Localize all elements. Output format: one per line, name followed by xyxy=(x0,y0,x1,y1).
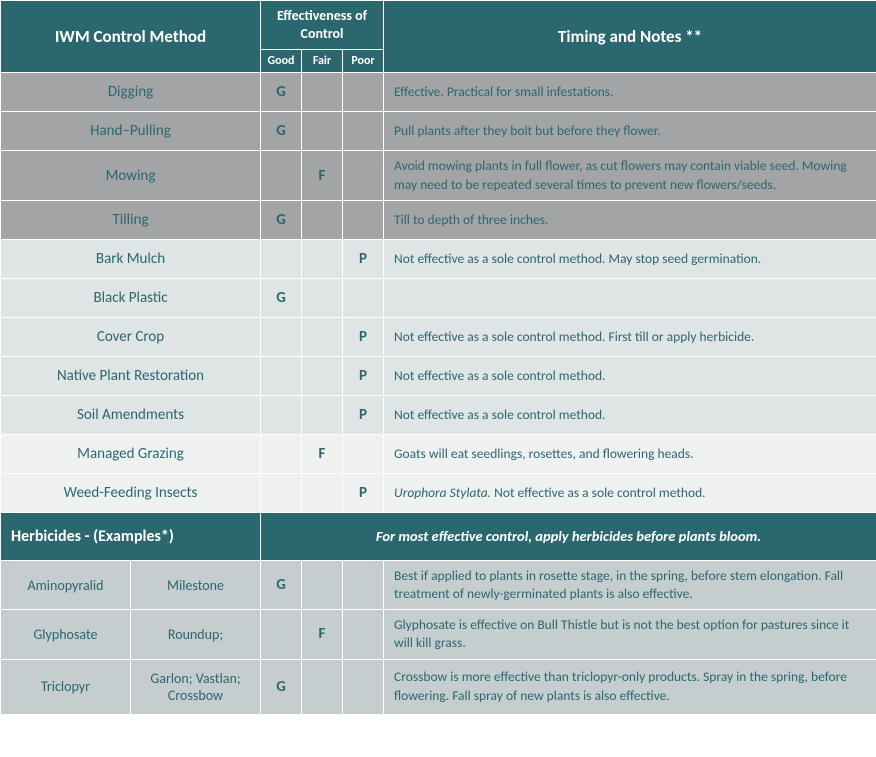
table-row: TillingG Till to depth of three inches. xyxy=(1,200,876,239)
notes-cell: Not effective as a sole control method. … xyxy=(384,317,876,356)
table-row: Bark Mulch PNot effective as a sole contr… xyxy=(1,239,876,278)
method-cell: Soil Amendments xyxy=(1,395,261,434)
rating-fair xyxy=(302,356,343,395)
rating-poor xyxy=(343,151,384,200)
method-cell: Cover Crop xyxy=(1,317,261,356)
rating-fair: F xyxy=(302,434,343,473)
rating-good: G xyxy=(261,73,302,112)
method-cell: Hand–Pulling xyxy=(1,112,261,151)
rating-good xyxy=(261,356,302,395)
iwm-table: IWM Control Method Effectiveness of Cont… xyxy=(0,0,876,715)
rating-poor: P xyxy=(343,356,384,395)
rating-good xyxy=(261,473,302,512)
table-row: Cover Crop PNot effective as a sole contr… xyxy=(1,317,876,356)
method-cell: Native Plant Restoration xyxy=(1,356,261,395)
notes-cell: Not effective as a sole control method. xyxy=(384,395,876,434)
rating-fair: F xyxy=(302,151,343,200)
rating-good xyxy=(261,151,302,200)
notes-cell: Till to depth of three inches. xyxy=(384,200,876,239)
rating-poor xyxy=(343,610,384,659)
rating-good: G xyxy=(261,200,302,239)
rating-good: G xyxy=(261,560,302,609)
hdr-good: Good xyxy=(261,50,302,73)
notes-cell: Effective. Practical for small infestati… xyxy=(384,73,876,112)
method-cell: Tilling xyxy=(1,200,261,239)
rating-poor xyxy=(343,200,384,239)
notes-cell: Glyphosate is effective on Bull Thistle … xyxy=(384,610,876,659)
hdr-effectiveness: Effectiveness of Control xyxy=(261,1,384,50)
rating-poor xyxy=(343,73,384,112)
rating-poor: P xyxy=(343,473,384,512)
rating-good xyxy=(261,239,302,278)
herbicide-chem: Glyphosate xyxy=(1,610,131,659)
rating-good xyxy=(261,395,302,434)
notes-cell: Crossbow is more effective than triclopy… xyxy=(384,659,876,714)
herbicide-product: Milestone xyxy=(131,560,261,609)
rating-poor xyxy=(343,560,384,609)
rating-good xyxy=(261,610,302,659)
table-row: Hand–PullingG Pull plants after they bolt… xyxy=(1,112,876,151)
table-row: Native Plant Restoration PNot effective a… xyxy=(1,356,876,395)
method-cell: Weed-Feeding Insects xyxy=(1,473,261,512)
table-row: Mowing F Avoid mowing plants in full flowe… xyxy=(1,151,876,200)
rating-good: G xyxy=(261,278,302,317)
notes-cell: Urophora Stylata. Not effective as a sol… xyxy=(384,473,876,512)
rating-fair xyxy=(302,317,343,356)
rating-good: G xyxy=(261,112,302,151)
table-row: Black PlasticG xyxy=(1,278,876,317)
hdr-poor: Poor xyxy=(343,50,384,73)
notes-cell: Pull plants after they bolt but before t… xyxy=(384,112,876,151)
rating-fair: F xyxy=(302,610,343,659)
rating-fair xyxy=(302,73,343,112)
rating-fair xyxy=(302,200,343,239)
rating-poor xyxy=(343,112,384,151)
method-cell: Digging xyxy=(1,73,261,112)
notes-cell xyxy=(384,278,876,317)
rating-poor: P xyxy=(343,395,384,434)
method-cell: Managed Grazing xyxy=(1,434,261,473)
method-cell: Mowing xyxy=(1,151,261,200)
method-cell: Bark Mulch xyxy=(1,239,261,278)
rating-poor xyxy=(343,659,384,714)
rating-fair xyxy=(302,112,343,151)
rating-good: G xyxy=(261,659,302,714)
rating-fair xyxy=(302,473,343,512)
hdr-notes: Timing and Notes ** xyxy=(384,1,876,73)
table-row: Managed Grazing F Goats will eat seedlings… xyxy=(1,434,876,473)
herbicide-product: Roundup; xyxy=(131,610,261,659)
notes-cell: Avoid mowing plants in full flower, as c… xyxy=(384,151,876,200)
herbicide-chem: Aminopyralid xyxy=(1,560,131,609)
herbicide-chem: Triclopyr xyxy=(1,659,131,714)
rating-fair xyxy=(302,278,343,317)
table-row: DiggingG Effective. Practical for small i… xyxy=(1,73,876,112)
table-row: AminopyralidMilestoneG Best if applied to… xyxy=(1,560,876,609)
rating-fair xyxy=(302,239,343,278)
table-row: TriclopyrGarlon; Vastlan; CrossbowG Cross… xyxy=(1,659,876,714)
rating-poor: P xyxy=(343,317,384,356)
section-herbicides: Herbicides - (Examples*) xyxy=(1,512,261,560)
section-herbicides-note: For most effective control, apply herbic… xyxy=(261,512,876,560)
notes-cell: Not effective as a sole control method. xyxy=(384,356,876,395)
table-row: Weed-Feeding Insects PUrophora Stylata. N… xyxy=(1,473,876,512)
rating-good xyxy=(261,317,302,356)
herbicide-product: Garlon; Vastlan; Crossbow xyxy=(131,659,261,714)
notes-cell: Best if applied to plants in rosette sta… xyxy=(384,560,876,609)
rating-fair xyxy=(302,659,343,714)
rating-fair xyxy=(302,560,343,609)
rating-fair xyxy=(302,395,343,434)
rating-poor: P xyxy=(343,239,384,278)
rating-good xyxy=(261,434,302,473)
rating-poor xyxy=(343,278,384,317)
method-cell: Black Plastic xyxy=(1,278,261,317)
notes-cell: Goats will eat seedlings, rosettes, and … xyxy=(384,434,876,473)
table-row: Soil Amendments PNot effective as a sole … xyxy=(1,395,876,434)
hdr-method: IWM Control Method xyxy=(1,1,261,73)
hdr-fair: Fair xyxy=(302,50,343,73)
rating-poor xyxy=(343,434,384,473)
table-row: GlyphosateRoundup; F Glyphosate is effecti… xyxy=(1,610,876,659)
notes-cell: Not effective as a sole control method. … xyxy=(384,239,876,278)
